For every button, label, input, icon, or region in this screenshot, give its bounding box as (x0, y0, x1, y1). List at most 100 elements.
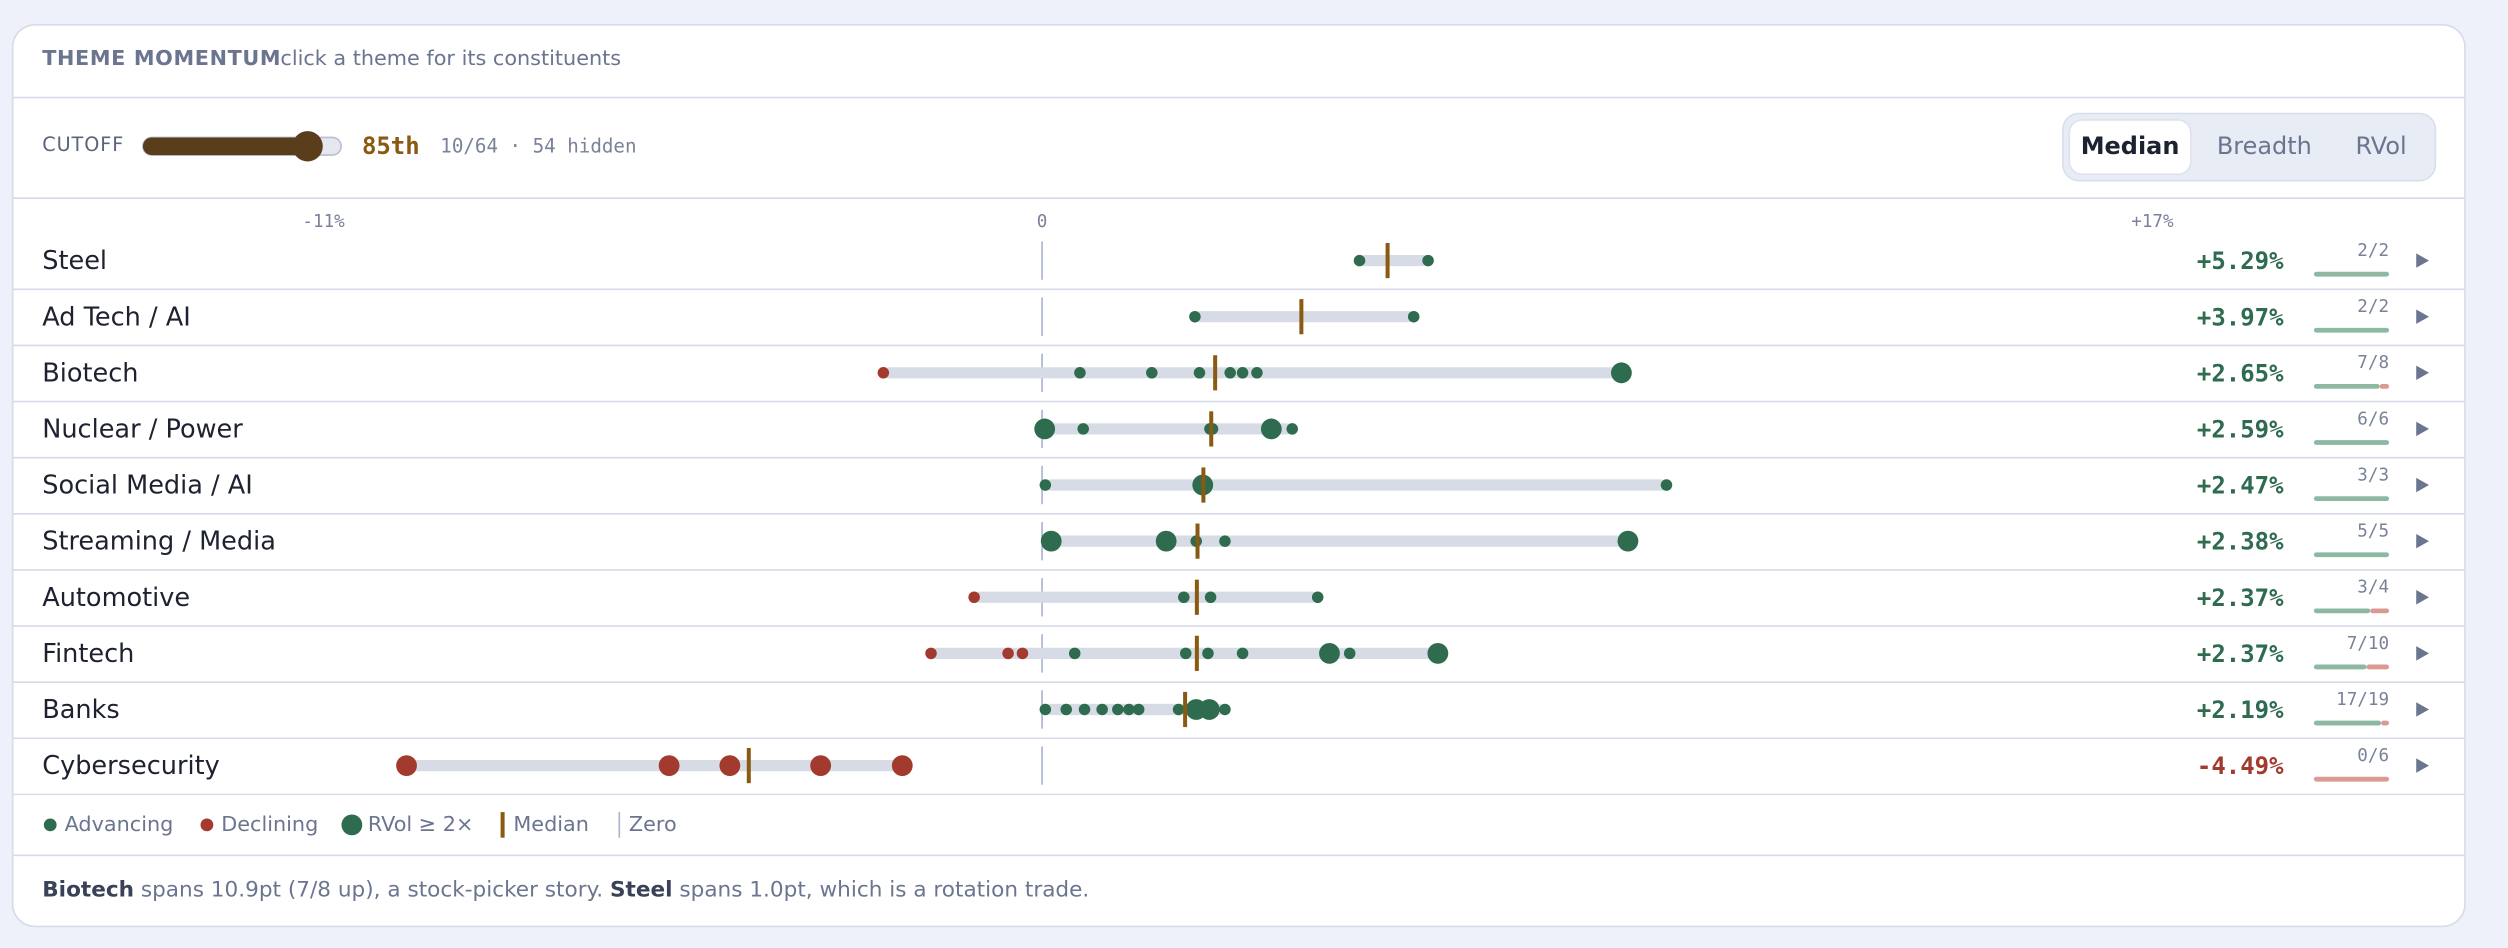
stock-dot[interactable] (1251, 367, 1263, 379)
stock-dot[interactable] (968, 591, 980, 604)
stock-dot[interactable] (1039, 703, 1052, 716)
stock-dot[interactable] (1123, 703, 1135, 716)
stock-dot[interactable] (1286, 423, 1298, 435)
expand-arrow[interactable] (2416, 477, 2430, 493)
theme-name[interactable]: Ad Tech / AI (42, 302, 191, 332)
stock-dot[interactable] (891, 755, 913, 776)
mode-button-active[interactable] (2068, 119, 2192, 176)
stock-dot[interactable] (1016, 647, 1029, 660)
stock-dot[interactable] (1189, 310, 1201, 323)
median-marker (1194, 579, 1199, 615)
stock-dot[interactable] (1060, 703, 1072, 716)
legend-swatch (200, 818, 214, 832)
median-value: +5.29% (2197, 247, 2284, 275)
stock-dot[interactable] (1660, 479, 1673, 491)
footnote: Biotech spans 10.9pt (7/8 up), a stock-p… (42, 877, 1089, 902)
stock-dot[interactable] (1112, 703, 1124, 716)
stock-dot[interactable] (877, 367, 890, 379)
median-marker (1385, 242, 1390, 279)
stock-dot[interactable] (1040, 530, 1062, 552)
cutoff-slider[interactable] (142, 131, 342, 162)
breadth-label: 3/3 (2357, 465, 2389, 485)
stock-dot[interactable] (1343, 647, 1356, 660)
stock-dot[interactable] (1617, 530, 1639, 552)
stock-dot[interactable] (1236, 647, 1249, 660)
median-marker (746, 748, 751, 784)
stock-dot[interactable] (1078, 703, 1091, 716)
mode-button[interactable]: RVol (2355, 132, 2406, 160)
median-marker (1194, 635, 1199, 671)
stock-dot[interactable] (1219, 703, 1231, 716)
expand-arrow[interactable] (2416, 253, 2430, 268)
stock-dot[interactable] (1236, 367, 1249, 379)
stock-dot[interactable] (1353, 254, 1366, 267)
breadth-label: 3/4 (2357, 578, 2389, 598)
stock-dot[interactable] (1074, 367, 1086, 379)
stock-dot[interactable] (1096, 703, 1108, 716)
stock-dot[interactable] (1319, 642, 1340, 664)
range-bar (1359, 254, 1429, 267)
stock-dot[interactable] (1193, 367, 1206, 379)
median-value: +2.38% (2197, 528, 2284, 556)
stock-dot[interactable] (658, 755, 680, 776)
breadth-label: 2/2 (2357, 241, 2389, 261)
expand-arrow[interactable] (2416, 702, 2430, 717)
stock-dot[interactable] (1180, 647, 1192, 660)
expand-arrow[interactable] (2416, 421, 2430, 437)
expand-arrow[interactable] (2416, 533, 2430, 549)
slider-knob[interactable] (292, 131, 323, 162)
theme-name[interactable]: Streaming / Media (42, 527, 276, 557)
stock-dot[interactable] (925, 647, 937, 660)
stock-dot[interactable] (1407, 310, 1420, 323)
stock-dot[interactable] (1224, 367, 1236, 379)
footnote-part: Biotech (42, 877, 134, 902)
stock-dot[interactable] (1260, 418, 1282, 440)
stock-dot[interactable] (719, 755, 741, 776)
stock-dot[interactable] (1422, 254, 1434, 267)
stock-dot[interactable] (1311, 591, 1324, 604)
mode-button[interactable]: Median (2081, 132, 2180, 160)
stock-dot[interactable] (1172, 703, 1185, 716)
theme-name[interactable]: Automotive (42, 583, 190, 613)
stock-dot[interactable] (1068, 647, 1081, 660)
breadth-up (2313, 496, 2390, 502)
stock-dot[interactable] (1198, 699, 1220, 720)
theme-name[interactable]: Social Media / AI (42, 471, 253, 501)
theme-name[interactable]: Nuclear / Power (42, 415, 243, 445)
stock-dot[interactable] (1178, 591, 1190, 604)
expand-arrow[interactable] (2416, 365, 2430, 380)
stock-dot[interactable] (1155, 530, 1177, 552)
stock-dot[interactable] (1219, 535, 1231, 547)
expand-arrow[interactable] (2416, 646, 2430, 661)
stock-dot[interactable] (1077, 423, 1089, 435)
stock-dot[interactable] (1204, 591, 1217, 604)
theme-name[interactable]: Fintech (42, 639, 134, 669)
expand-arrow[interactable] (2416, 590, 2430, 605)
expand-arrow[interactable] (2416, 309, 2430, 324)
stock-dot[interactable] (1146, 367, 1158, 379)
stock-dot[interactable] (1427, 642, 1449, 664)
median-value: +2.47% (2197, 472, 2284, 500)
stock-dot[interactable] (1002, 647, 1014, 660)
stock-dot[interactable] (396, 755, 417, 776)
median-value: -4.49% (2197, 752, 2284, 780)
stock-dot[interactable] (1202, 647, 1214, 660)
theme-name[interactable]: Banks (42, 695, 120, 725)
stock-dot[interactable] (1611, 362, 1632, 384)
stock-dot[interactable] (1132, 703, 1145, 716)
theme-name[interactable]: Biotech (42, 358, 138, 388)
stock-dot[interactable] (1039, 479, 1052, 491)
theme-name[interactable]: Cybersecurity (42, 751, 220, 781)
legend-swatch (43, 818, 57, 832)
stock-dot[interactable] (810, 755, 832, 776)
legend-label: RVol ≥ 2× (368, 812, 474, 836)
legend-swatch (500, 812, 505, 838)
legend-label: Advancing (65, 812, 174, 836)
legend-label: Declining (221, 812, 318, 836)
stock-dot[interactable] (1034, 418, 1056, 440)
mode-button[interactable]: Breadth (2217, 132, 2312, 160)
expand-arrow[interactable] (2416, 758, 2430, 773)
theme-name[interactable]: Steel (42, 246, 107, 276)
range-bar (406, 759, 903, 772)
x-tick-label: 0 (1037, 212, 1048, 232)
